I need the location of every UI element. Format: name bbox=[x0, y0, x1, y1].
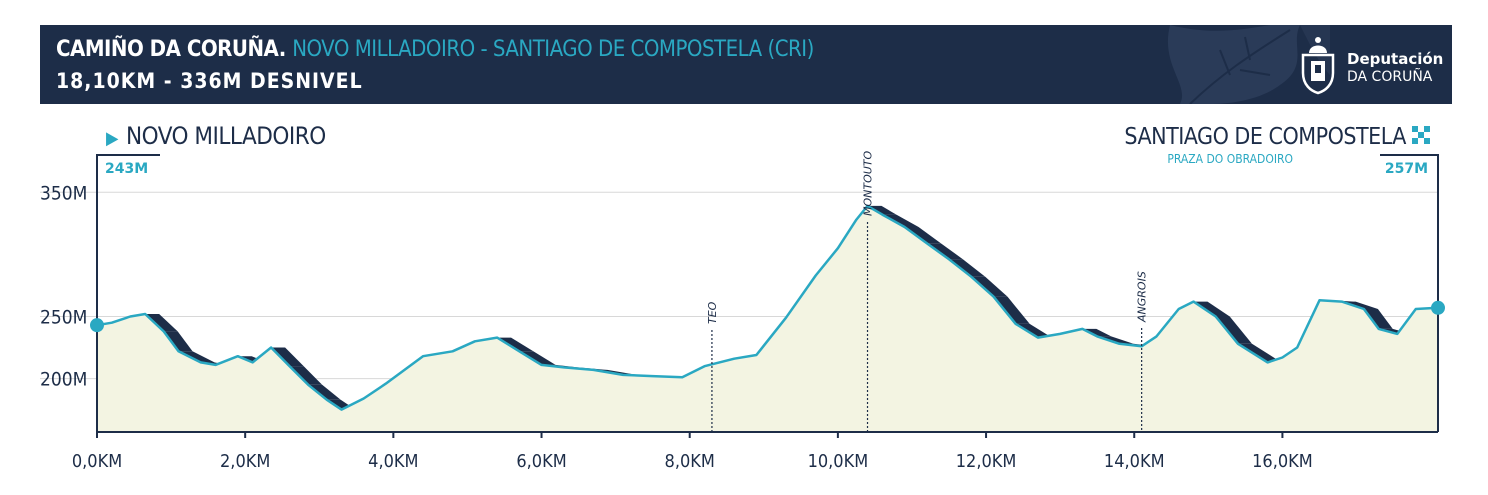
descent-shadow bbox=[1363, 309, 1393, 329]
elevation-line bbox=[96, 204, 1439, 411]
x-tick-label: 16,0KM bbox=[1252, 451, 1313, 472]
x-tick-label: 8,0KM bbox=[665, 451, 715, 472]
logo-line-1: Deputación bbox=[1347, 50, 1444, 68]
descent-shadow bbox=[1215, 316, 1252, 344]
descent-shadow bbox=[308, 384, 341, 400]
endpoint-dots bbox=[90, 300, 1445, 333]
waypoint-label: ANGROIS bbox=[1136, 271, 1149, 323]
x-tick-label: 6,0KM bbox=[516, 451, 566, 472]
descent-shadow bbox=[1193, 301, 1230, 317]
route-title: CAMIÑO DA CORUÑA. NOVO MILLADOIRO - SANT… bbox=[56, 37, 814, 62]
x-axis-labels: 0,0KM 2,0KM 4,0KM 6,0KM 8,0KM 10,0KM 12,0KM 14,… bbox=[72, 432, 1313, 472]
descent-shadow bbox=[519, 351, 556, 365]
x-tick-label: 4,0KM bbox=[368, 451, 418, 472]
descent-shadow bbox=[1237, 343, 1282, 363]
waypoint-markers: TEO MONTOUTO ANGROIS bbox=[706, 150, 1149, 432]
x-tick-label: 10,0KM bbox=[808, 451, 869, 472]
x-tick-label: 12,0KM bbox=[956, 451, 1017, 472]
descent-shadow bbox=[926, 243, 964, 260]
descent-shadow bbox=[993, 296, 1030, 324]
y-axis-labels: 200M 250M 350M bbox=[40, 182, 87, 390]
x-tick-label: 14,0KM bbox=[1104, 451, 1165, 472]
descent-shadow bbox=[178, 351, 215, 363]
checkered-flag-icon bbox=[1412, 126, 1430, 144]
x-tick-label: 0,0KM bbox=[72, 451, 122, 472]
route-subtitle: 18,10KM - 336M DESNIVEL bbox=[56, 69, 363, 93]
deputacion-logo: Deputación DA CORUÑA bbox=[1295, 31, 1445, 97]
start-arrow-icon: ▶ bbox=[106, 128, 118, 149]
finish-altitude: 257M bbox=[1384, 161, 1428, 177]
waypoint-label: MONTOUTO bbox=[862, 150, 875, 216]
finish-name: SANTIAGO DE COMPOSTELA bbox=[1124, 124, 1406, 150]
header-banner: CAMIÑO DA CORUÑA. NOVO MILLADOIRO - SANT… bbox=[40, 25, 1452, 104]
descent-shadow bbox=[904, 227, 941, 244]
start-label: ▶ NOVO MILLADOIRO bbox=[106, 122, 326, 150]
descent-shadow bbox=[271, 347, 304, 367]
start-name: NOVO MILLADOIRO bbox=[125, 122, 326, 150]
descent-shadow bbox=[163, 331, 193, 352]
descent-shadow bbox=[971, 276, 1008, 297]
descent-shadow bbox=[289, 366, 323, 385]
logo-line-2: DA CORUÑA bbox=[1347, 69, 1433, 85]
descent-shadow bbox=[1082, 328, 1112, 337]
crest-icon bbox=[1301, 37, 1335, 95]
chart-frame bbox=[96, 154, 1439, 433]
start-altitude: 243M bbox=[105, 161, 149, 177]
y-tick-label: 350M bbox=[40, 182, 87, 204]
finish-dot bbox=[1431, 300, 1445, 315]
finish-sublabel: PRAZA DO OBRADOIRO bbox=[1167, 152, 1293, 166]
title-stage: CAMIÑO DA CORUÑA. bbox=[56, 37, 286, 62]
descent-shadow bbox=[1015, 323, 1052, 338]
finish-label: SANTIAGO DE COMPOSTELA bbox=[1124, 124, 1430, 150]
descent-shadow bbox=[145, 313, 178, 332]
descent-shadow bbox=[497, 337, 534, 352]
x-tick-label: 2,0KM bbox=[220, 451, 270, 472]
elevation-area bbox=[97, 205, 1438, 432]
descent-shadow bbox=[882, 214, 919, 228]
descent-shadow bbox=[949, 259, 986, 277]
descent-shadow bbox=[867, 205, 897, 215]
y-tick-label: 250M bbox=[40, 306, 87, 328]
y-tick-label: 200M bbox=[40, 369, 87, 391]
title-route: NOVO MILLADOIRO - SANTIAGO DE COMPOSTELA… bbox=[292, 37, 814, 62]
waypoint-label: TEO bbox=[706, 301, 719, 324]
start-dot bbox=[90, 318, 104, 333]
